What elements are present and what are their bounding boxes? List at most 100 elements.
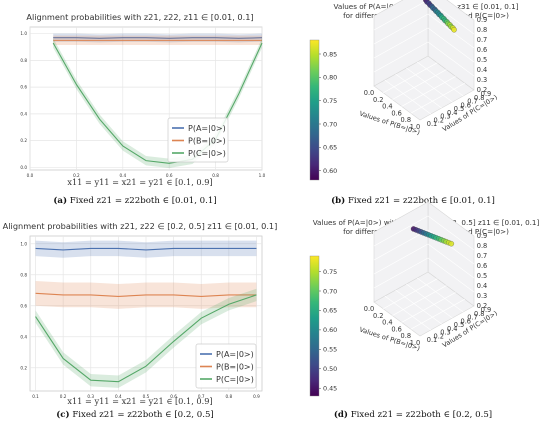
panel-d: Values of P(A=|0>) with z21, z22 ∈ [0.2,…: [276, 201, 550, 427]
y-tick-label: 0.2: [20, 138, 27, 143]
y-tick-label: 0.4: [447, 325, 458, 333]
series-line: [52, 42, 263, 164]
x-tick-label: 0.5: [143, 394, 150, 399]
grid-line: [410, 82, 465, 114]
x-tick-label: 0.6: [170, 394, 177, 399]
legend-label: P(A=|0>): [188, 124, 226, 133]
colorbar: [309, 39, 320, 181]
x-tick-label: 0.8: [212, 173, 219, 178]
y-tick-label: 0.4: [20, 334, 27, 339]
legend: P(A=|0>) P(B=|0>) P(C=|0>): [195, 343, 257, 389]
grid-line: [427, 0, 475, 35]
grid-line: [406, 283, 453, 319]
x-tick-label: 1.0: [410, 339, 421, 347]
caption-a: (a) Fixed z21 = z22both ∈ [0.01, 0.1]: [0, 196, 270, 206]
grid-line: [427, 27, 475, 63]
caption-c: (c) Fixed z21 = z22both ∈ [0.2, 0.5]: [0, 410, 270, 420]
caption-b-text: Fixed z21 = z22both ∈ [0.01, 0.1]: [347, 196, 495, 206]
grid-line: [384, 295, 432, 331]
x-axis-label: x11 = y11 = x21 = y21 ∈ [0.1, 0.9]: [67, 177, 212, 187]
y-tick-label: 0.2: [434, 116, 445, 124]
x-tick-label: 0.2: [73, 173, 80, 178]
y-tick-label: 0.8: [20, 58, 27, 63]
colorbar-tick-label: 0.70: [323, 287, 337, 295]
colorbar-tick-label: 0.50: [323, 365, 337, 373]
x-tick-label: 0.4: [382, 103, 393, 111]
series-1: [53, 35, 263, 46]
grid-line: [427, 257, 475, 293]
y-tick-label: 0.1: [427, 336, 438, 344]
y-tick-label: 0.4: [447, 109, 458, 117]
x-tick-label: 1.0: [259, 173, 266, 178]
x-tick-label: 0.9: [253, 394, 260, 399]
colorbar-tick-label: 0.45: [323, 385, 337, 393]
y-tick-label: 0.7: [467, 98, 478, 106]
x-tick-label: 1.0: [410, 123, 421, 131]
y-tick-label: 0.8: [474, 310, 485, 318]
x-tick-label: 0.2: [60, 394, 67, 399]
chart-c: Alignment probabilities with z21, z22 ∈ …: [3, 221, 278, 406]
caption-b-letter: (b): [331, 196, 346, 206]
y-tick-label: 0.3: [440, 113, 451, 121]
grid-line: [427, 41, 475, 77]
x-tick-label: 0.4: [119, 173, 126, 178]
chart-b: Values of P(A=|0>) with z21, z22, z31 ∈ …: [309, 0, 519, 181]
x-tick-label: 0.4: [115, 394, 122, 399]
z-tick-label: 0.6: [477, 46, 488, 54]
z-tick-label: 0.9: [477, 232, 488, 240]
grid-line: [383, 62, 438, 94]
y-tick-label: 0.6: [461, 101, 472, 109]
grid-line: [416, 277, 464, 313]
panel-c: Alignment probabilities with z21, z22 ∈ …: [0, 216, 278, 427]
x-tick-label: 0.8: [401, 332, 412, 340]
y-tick-label: 1.0: [20, 31, 27, 36]
x-tick-label: 0.0: [364, 89, 375, 97]
legend-label: P(B=|0>): [216, 363, 254, 372]
scatter-point: [448, 240, 455, 247]
caption-d: (d) Fixed z21 = z22both ∈ [0.2, 0.5]: [276, 410, 550, 420]
z-tick-label: 0.3: [477, 292, 488, 300]
colorbar-tick-label: 0.60: [323, 326, 337, 334]
chart-d: Values of P(A=|0>) with z21, z22 ∈ [0.2,…: [309, 201, 539, 397]
caption-d-letter: (d): [333, 410, 348, 420]
y-tick-label: 0.9: [481, 306, 492, 314]
legend: P(A=|0>) P(B=|0>) P(C=|0>): [167, 117, 229, 163]
panel-b: Values of P(A=|0>) with z21, z22, z31 ∈ …: [276, 0, 550, 212]
z-tick-label: 0.5: [477, 272, 488, 280]
grid-line: [392, 285, 447, 316]
z-tick-label: 0.7: [477, 36, 488, 44]
z-tick-label: 0.5: [477, 56, 488, 64]
x-tick-label: 0.6: [391, 109, 402, 117]
grid-line: [373, 13, 429, 45]
y-tick-label: 0.3: [440, 329, 451, 337]
chart-title: Alignment probabilities with z21, z22 ∈ …: [3, 221, 278, 231]
grid-line: [401, 76, 456, 107]
y-tick-label: 0.6: [20, 303, 27, 308]
z-tick-label: 0.6: [477, 262, 488, 270]
y-tick-label: 0.6: [461, 317, 472, 325]
y-tick-label: 0.2: [434, 332, 445, 340]
y-tick-label: 0.0: [20, 165, 27, 170]
caption-a-text: Fixed z21 = z22both ∈ [0.01, 0.1]: [69, 196, 217, 206]
x-tick-label: 0.2: [373, 96, 384, 104]
z-tick-label: 0.4: [477, 66, 488, 74]
x-tick-label: 0.6: [391, 325, 402, 333]
y-tick-label: 0.2: [20, 365, 27, 370]
y-tick-label: 1.0: [20, 241, 27, 246]
grid-line: [373, 257, 429, 289]
y-tick-label: 0.9: [481, 90, 492, 98]
grid-line: [384, 79, 432, 115]
colorbar-tick-label: 0.75: [323, 97, 337, 105]
z-tick-label: 0.2: [477, 86, 488, 94]
series-1: [35, 280, 257, 309]
grid-line: [373, 229, 429, 261]
grid-line: [416, 61, 464, 97]
colorbar-tick-label: 0.55: [323, 346, 337, 354]
z-tick-label: 0.3: [477, 76, 488, 84]
y-tick-label: 0.5: [454, 105, 465, 113]
caption-a-letter: (a): [53, 196, 68, 206]
colorbar: [309, 255, 320, 397]
grid-line: [427, 13, 475, 49]
x-tick-label: 0.6: [166, 173, 173, 178]
y-tick-label: 0.7: [467, 314, 478, 322]
